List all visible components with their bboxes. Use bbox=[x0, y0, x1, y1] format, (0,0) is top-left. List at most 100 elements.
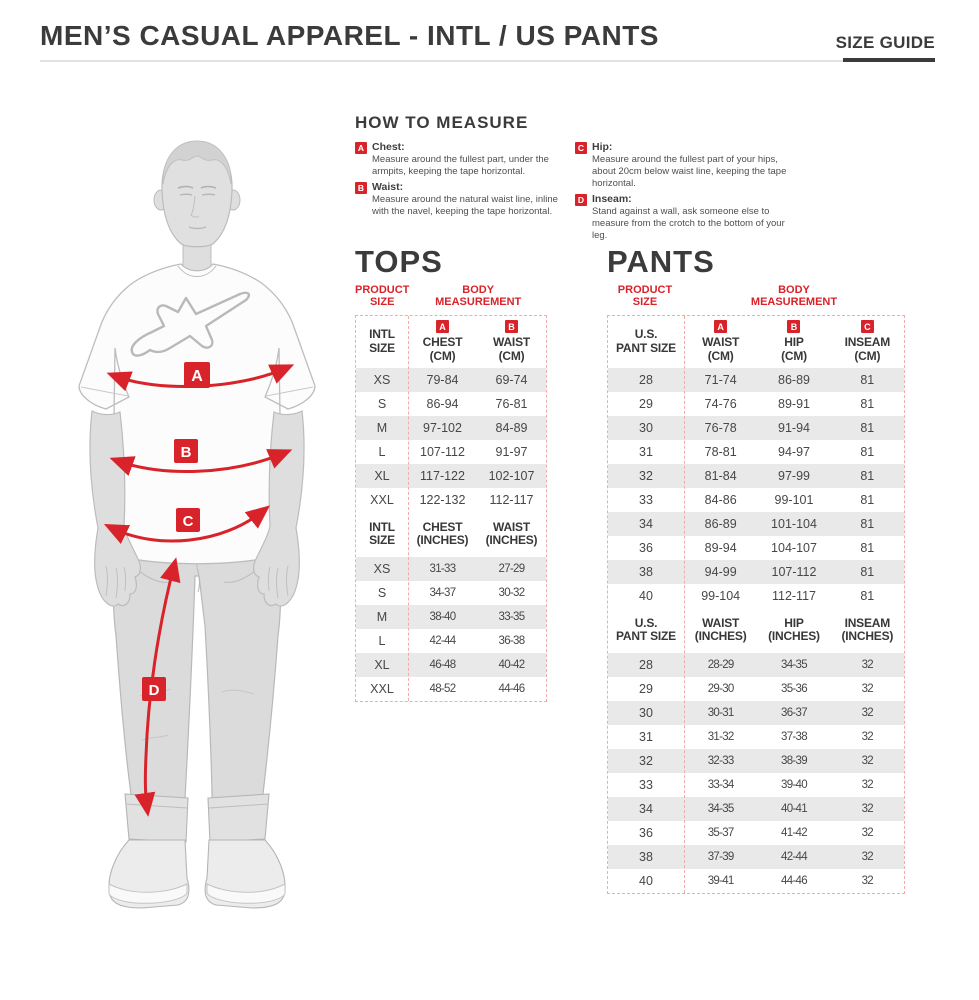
pants-table: U.S. PANT SIZE A WAIST (CM) B HIP (CM) C INSE… bbox=[607, 314, 905, 894]
value-cell: 32 bbox=[861, 874, 874, 887]
value-cell: 31-32 bbox=[707, 730, 735, 743]
size-cell: 33 bbox=[639, 492, 653, 507]
size-cell: S bbox=[377, 396, 387, 411]
value-cell: 84-86 bbox=[704, 492, 737, 507]
measure-letter-badge: D bbox=[575, 194, 587, 207]
table-row: 28 28-29 34-35 32 bbox=[608, 652, 904, 677]
value-cell: 33-35 bbox=[498, 610, 526, 623]
size-column-header: U.S. PANT SIZE bbox=[616, 327, 676, 355]
table-row: M 38-40 33-35 bbox=[356, 604, 546, 629]
table-row: S 34-37 30-32 bbox=[356, 581, 546, 605]
table-row: 30 76-78 91-94 81 bbox=[608, 415, 904, 440]
column-header: A WAIST (CM) bbox=[684, 316, 757, 368]
figure-badge-b: B bbox=[181, 444, 192, 461]
value-cell: 86-94 bbox=[426, 396, 459, 411]
size-cell: XS bbox=[373, 561, 391, 576]
value-cell: 38-40 bbox=[429, 610, 457, 623]
table-row: M 97-102 84-89 bbox=[356, 415, 546, 440]
size-cell: XXL bbox=[370, 492, 394, 507]
value-cell: 32 bbox=[861, 802, 874, 815]
pants-inches-column-headers: WAIST (INCHES) HIP (INCHES) INSEAM (INCHES… bbox=[684, 608, 904, 653]
measure-description: Measure around the natural waist line, i… bbox=[372, 194, 558, 218]
size-cell: 36 bbox=[639, 540, 653, 555]
column-header-label: WAIST (INCHES) bbox=[694, 615, 747, 644]
measure-description: Stand against a wall, ask someone else t… bbox=[592, 206, 785, 242]
table-row: 40 99-104 112-117 81 bbox=[608, 584, 904, 608]
figure-badge-d: D bbox=[149, 682, 160, 699]
table-row: 38 37-39 42-44 32 bbox=[608, 844, 904, 869]
value-cell: 107-112 bbox=[420, 444, 465, 459]
value-cell: 40-42 bbox=[498, 658, 526, 671]
measure-letter-badge: B bbox=[355, 182, 367, 195]
value-cell: 36-38 bbox=[498, 634, 526, 647]
how-to-measure-col-2: C Hip: Measure around the fullest part o… bbox=[575, 141, 800, 245]
value-cell: 99-104 bbox=[701, 588, 741, 603]
product-size-label: PRODUCT SIZE bbox=[617, 283, 673, 309]
value-cell: 104-107 bbox=[771, 540, 817, 555]
figure-badge-c: C bbox=[183, 513, 194, 530]
size-cell: 30 bbox=[639, 420, 653, 435]
value-cell: 37-38 bbox=[781, 730, 808, 743]
size-cell: 31 bbox=[639, 444, 653, 459]
value-cell: 42-44 bbox=[781, 850, 808, 863]
tops-cm-column-headers: A CHEST (CM) B WAIST (CM) bbox=[408, 316, 546, 368]
value-cell: 97-102 bbox=[423, 420, 462, 435]
value-cell: 40-41 bbox=[781, 802, 808, 815]
size-cell: 29 bbox=[639, 681, 653, 696]
value-cell: 35-36 bbox=[781, 682, 808, 695]
product-size-label: PRODUCT SIZE bbox=[355, 283, 410, 309]
column-header: CHEST (INCHES) bbox=[408, 512, 477, 557]
hip-measure-line bbox=[103, 505, 271, 545]
value-cell: 107-112 bbox=[771, 564, 817, 579]
column-header: A CHEST (CM) bbox=[408, 316, 477, 368]
size-column-header: INTL SIZE bbox=[369, 519, 395, 548]
value-cell: 91-94 bbox=[778, 420, 810, 435]
value-cell: 102-107 bbox=[488, 468, 535, 483]
value-cell: 44-46 bbox=[781, 874, 808, 887]
table-row: L 107-112 91-97 bbox=[356, 440, 546, 464]
size-cell: 34 bbox=[639, 801, 653, 816]
value-cell: 94-97 bbox=[778, 444, 810, 459]
pants-cm-rows: 28 71-74 86-89 81 29 74-76 89-91 81 30 76-78 91-94… bbox=[608, 367, 904, 608]
measure-name: Waist: bbox=[372, 181, 404, 194]
column-header-label: CHEST (INCHES) bbox=[416, 519, 469, 548]
table-divider bbox=[684, 315, 685, 893]
size-cell: 32 bbox=[639, 753, 653, 768]
value-cell: 36-37 bbox=[781, 706, 808, 719]
column-header-label: HIP (INCHES) bbox=[768, 615, 820, 644]
measure-name: Inseam: bbox=[592, 193, 632, 206]
value-cell: 117-122 bbox=[420, 468, 465, 483]
size-cell: 38 bbox=[639, 564, 653, 579]
size-cell: 36 bbox=[639, 825, 653, 840]
measure-letter-badge: B bbox=[787, 320, 801, 334]
table-row: 28 71-74 86-89 81 bbox=[608, 367, 904, 392]
table-row: 30 30-31 36-37 32 bbox=[608, 700, 904, 725]
value-cell: 32 bbox=[861, 826, 874, 839]
body-measurement-label: BODY MEASUREMENT bbox=[750, 283, 838, 309]
value-cell: 42-44 bbox=[429, 634, 457, 647]
body-measurement-label: BODY MEASUREMENT bbox=[435, 283, 522, 309]
pants-column-group-labels: PRODUCT SIZE BODY MEASUREMENT bbox=[607, 284, 905, 312]
size-column-header: U.S. PANT SIZE bbox=[616, 615, 676, 644]
size-cell: 33 bbox=[639, 777, 653, 792]
value-cell: 86-89 bbox=[778, 372, 810, 387]
column-header-label: INSEAM (INCHES) bbox=[841, 615, 894, 644]
waist-measure-line bbox=[109, 449, 293, 476]
column-header: B WAIST (CM) bbox=[477, 316, 546, 368]
value-cell: 69-74 bbox=[495, 372, 528, 387]
measure-item-waist: B Waist: Measure around the natural wais… bbox=[355, 181, 567, 218]
table-row: 33 84-86 99-101 81 bbox=[608, 488, 904, 512]
value-cell: 81 bbox=[860, 588, 875, 603]
tops-cm-header-row: INTL SIZE A CHEST (CM) B WAIST (CM) bbox=[356, 316, 546, 368]
value-cell: 94-99 bbox=[704, 564, 737, 579]
size-cell: XL bbox=[374, 468, 390, 483]
value-cell: 31-33 bbox=[429, 562, 457, 575]
value-cell: 33-34 bbox=[707, 778, 735, 791]
value-cell: 76-78 bbox=[704, 420, 737, 435]
value-cell: 112-117 bbox=[489, 492, 534, 507]
value-cell: 37-39 bbox=[707, 850, 735, 863]
size-column-header: INTL SIZE bbox=[369, 327, 395, 355]
column-header-label: WAIST (INCHES) bbox=[485, 519, 538, 548]
size-cell: L bbox=[378, 444, 386, 459]
